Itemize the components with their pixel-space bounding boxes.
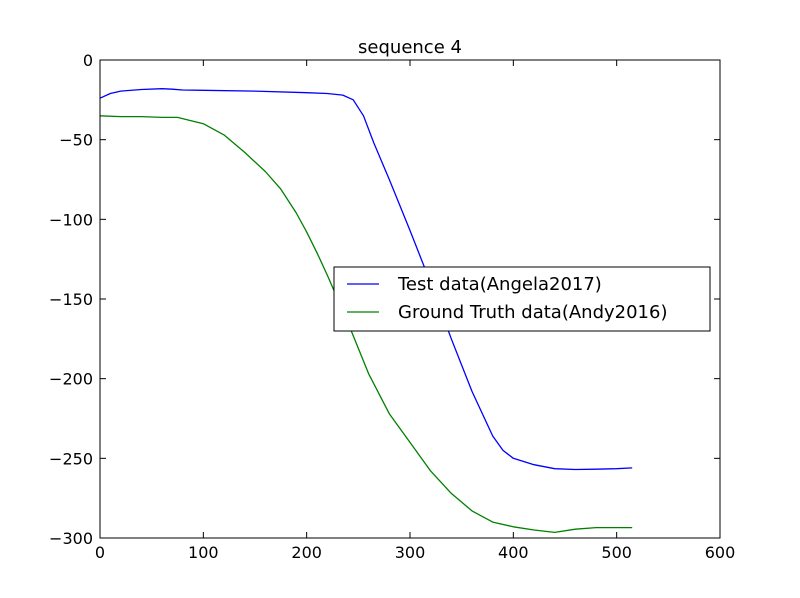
y-tick-label: 0 [83, 51, 93, 70]
legend-label-ground-truth: Ground Truth data(Andy2016) [398, 302, 667, 323]
x-tick-label: 200 [291, 543, 322, 562]
x-tick-label: 400 [498, 543, 529, 562]
y-tick-label: −300 [49, 529, 93, 548]
y-tick-label: −250 [49, 449, 93, 468]
x-tick-label: 600 [705, 543, 736, 562]
x-tick-label: 300 [395, 543, 426, 562]
legend-label-test-data: Test data(Angela2017) [397, 274, 602, 295]
legend: Test data(Angela2017) Ground Truth data(… [333, 266, 711, 332]
series-line-0 [99, 88, 633, 471]
ticks-layer: 0 100 200 300 400 500 600 0 −50 −100 −150 −200 −250 −… [49, 51, 735, 562]
legend-box [333, 266, 711, 332]
x-tick-label: 100 [188, 543, 219, 562]
y-tick-label: −50 [59, 131, 93, 150]
x-tick-label: 500 [601, 543, 632, 562]
y-tick-label: −150 [49, 290, 93, 309]
x-tick-label: 0 [95, 543, 105, 562]
y-tick-label: −200 [49, 370, 93, 389]
chart-title: sequence 4 [358, 37, 462, 58]
y-tick-label: −100 [49, 210, 93, 229]
